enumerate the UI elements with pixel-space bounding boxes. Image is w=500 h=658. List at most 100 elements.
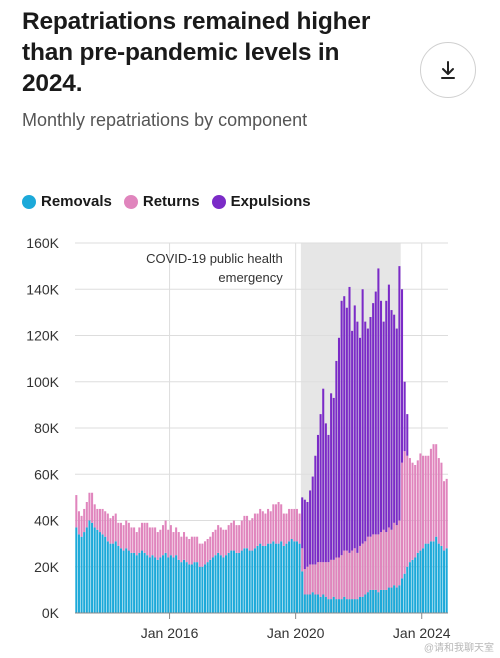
bar-returns: [101, 508, 104, 535]
bar-returns: [306, 566, 309, 595]
bar-removals: [201, 566, 204, 613]
bar-removals: [416, 552, 419, 613]
bar-removals: [351, 599, 354, 613]
bar-removals: [319, 596, 322, 613]
bar-removals: [393, 585, 396, 613]
bar-expulsions: [337, 337, 341, 558]
bar-returns: [206, 539, 209, 563]
bar-removals: [77, 534, 80, 613]
bar-returns: [104, 511, 107, 537]
legend-item-returns[interactable]: Returns: [123, 193, 200, 210]
bar-removals: [140, 550, 144, 613]
bar-removals: [148, 557, 151, 613]
bar-returns: [219, 527, 222, 556]
bar-removals: [101, 534, 104, 613]
legend-item-removals[interactable]: Removals: [22, 193, 112, 210]
legend-swatch-removals: [22, 194, 36, 209]
bar-returns: [316, 562, 319, 595]
bar-removals: [159, 557, 162, 613]
bar-expulsions: [335, 360, 338, 558]
bar-returns: [285, 513, 288, 544]
bar-removals: [127, 550, 130, 613]
bar-removals: [175, 555, 178, 613]
bar-returns: [75, 495, 78, 528]
bar-removals: [222, 557, 225, 613]
bar-removals: [96, 529, 99, 613]
bar-removals: [198, 566, 201, 613]
bar-returns: [445, 478, 448, 549]
bar-returns: [269, 511, 272, 544]
bar-expulsions: [316, 434, 319, 563]
bar-removals: [277, 543, 280, 613]
bar-returns: [356, 552, 359, 600]
bar-returns: [122, 525, 125, 551]
bar-expulsions: [364, 321, 367, 542]
bar-returns: [146, 522, 149, 556]
bar-removals: [290, 539, 293, 613]
bar-expulsions: [361, 289, 364, 544]
bar-returns: [188, 539, 191, 565]
bar-returns: [309, 564, 312, 595]
bar-returns: [385, 532, 388, 590]
bar-removals: [356, 599, 359, 613]
bar-expulsions: [377, 268, 380, 535]
bar-returns: [88, 492, 91, 521]
bar-returns: [169, 525, 172, 556]
bar-returns: [414, 465, 417, 558]
bar-removals: [114, 541, 117, 613]
bar-expulsions: [372, 303, 375, 535]
bar-removals: [361, 596, 364, 613]
legend-item-expulsions[interactable]: Expulsions: [211, 193, 311, 210]
bar-returns: [140, 522, 144, 551]
bar-removals: [324, 596, 327, 613]
chart-title: Repatriations remained higher than pre-p…: [22, 8, 371, 97]
bar-returns: [151, 527, 154, 556]
bar-returns: [83, 508, 86, 533]
bar-expulsions: [366, 328, 369, 537]
bar-returns: [406, 455, 409, 567]
bar-removals: [348, 599, 351, 613]
bar-removals: [122, 550, 125, 613]
bar-expulsions: [327, 434, 330, 563]
x-tick-label: Jan 2024: [393, 625, 451, 641]
bar-removals: [353, 599, 356, 613]
bar-returns: [225, 529, 228, 556]
bar-expulsions: [356, 321, 359, 553]
bar-returns: [280, 504, 283, 542]
bar-returns: [161, 525, 165, 556]
bar-returns: [274, 504, 277, 544]
bar-expulsions: [343, 296, 346, 551]
bar-returns: [358, 545, 362, 597]
bar-returns: [222, 529, 225, 558]
legend-label-expulsions: Expulsions: [230, 193, 311, 210]
bar-returns: [324, 562, 327, 597]
bar-removals: [269, 543, 272, 613]
bar-removals: [217, 552, 220, 613]
bar-returns: [80, 515, 83, 537]
bar-removals: [414, 557, 417, 613]
bar-removals: [303, 594, 306, 613]
bar-removals: [295, 541, 298, 613]
bar-returns: [259, 508, 262, 544]
bar-returns: [127, 522, 130, 551]
bar-removals: [227, 552, 230, 613]
bar-removals: [177, 559, 180, 613]
bar-returns: [91, 492, 94, 523]
bar-returns: [177, 532, 180, 560]
bar-removals: [445, 548, 448, 613]
bar-removals: [193, 562, 196, 613]
bar-returns: [364, 541, 367, 595]
download-button[interactable]: [420, 42, 476, 98]
bar-removals: [214, 555, 217, 613]
bar-removals: [285, 543, 288, 613]
bar-returns: [248, 520, 251, 551]
bar-returns: [348, 552, 351, 600]
bar-removals: [119, 548, 122, 613]
bar-removals: [109, 543, 112, 613]
bar-removals: [322, 594, 325, 613]
bar-returns: [253, 513, 256, 549]
bar-returns: [343, 550, 346, 597]
bar-removals: [432, 541, 435, 613]
bar-removals: [232, 550, 235, 613]
bar-returns: [366, 536, 369, 593]
